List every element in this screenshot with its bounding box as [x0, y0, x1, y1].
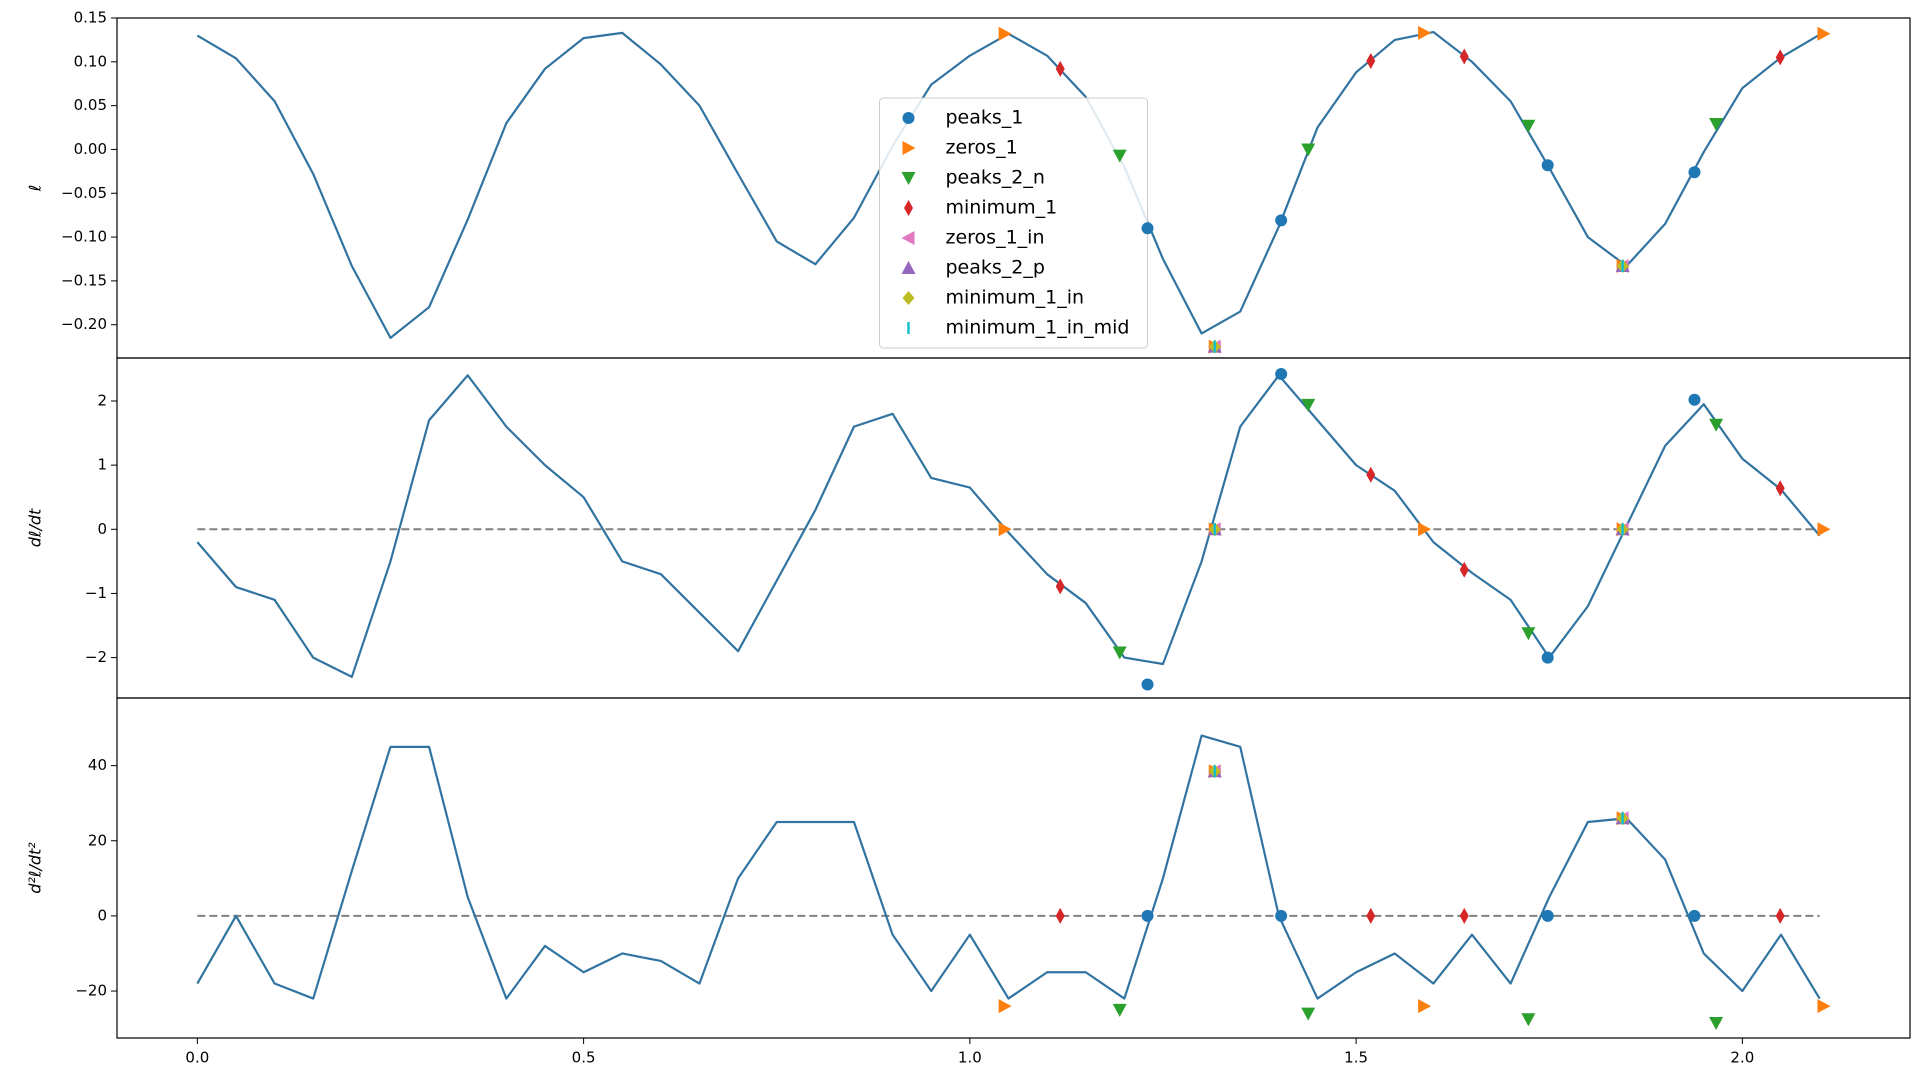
marker [1141, 678, 1154, 691]
marker [1141, 909, 1154, 922]
y-tick-label: −2 [85, 648, 107, 666]
marker [1521, 1013, 1536, 1027]
marker [1459, 907, 1469, 924]
x-tick-label: 1.5 [1344, 1049, 1368, 1067]
marker [1709, 1016, 1724, 1030]
axes-frame [116, 697, 1911, 1039]
legend-marker [901, 231, 915, 245]
plot-area [196, 374, 1821, 678]
marker [998, 26, 1012, 41]
marker [1141, 222, 1154, 235]
y-tick-label: 0.10 [74, 52, 107, 70]
marker [1418, 25, 1432, 40]
marker [1688, 393, 1701, 406]
marker [1055, 60, 1065, 77]
marker [1055, 907, 1065, 924]
legend-label: peaks_2_p [946, 257, 1045, 279]
x-tick-label: 1.0 [958, 1049, 982, 1067]
legend-marker [901, 261, 916, 274]
marker [1709, 118, 1724, 132]
y-tick-label: −1 [85, 584, 107, 602]
marker [1688, 166, 1701, 179]
marker [1521, 627, 1536, 641]
y-tick-label: 2 [97, 391, 107, 409]
x-tick-label: 0.5 [572, 1049, 596, 1067]
marker [1418, 522, 1432, 537]
y-axis-label: dℓ/dt [26, 508, 45, 547]
legend-label: minimum_1 [946, 197, 1058, 219]
marker [1775, 480, 1785, 497]
panel: 0.15 0.10 0.05 0.00 −0.05 −0.10 −0.15 −0.20 ℓ pea… [26, 9, 1911, 359]
marker [1459, 561, 1469, 578]
marker [1541, 159, 1554, 172]
panel: −20 0 20 40 0.0 0.5 1.0 1.5 2.0 d²ℓ/dt² [26, 697, 1911, 1067]
plot-area [196, 734, 1821, 1000]
marker [1301, 398, 1316, 412]
legend-marker [902, 112, 915, 124]
marker [1366, 466, 1376, 483]
marker [1301, 143, 1316, 157]
marker [1709, 418, 1724, 432]
legend-label: zeros_1 [946, 137, 1018, 159]
y-tick-label: 0.15 [74, 9, 107, 27]
y-tick-label: −0.20 [61, 315, 107, 333]
marker [1817, 26, 1831, 41]
legend-label: minimum_1_in [946, 287, 1085, 309]
marker [1418, 999, 1432, 1014]
marker [1275, 909, 1288, 922]
x-tick-label: 0.0 [185, 1049, 209, 1067]
legend-box [879, 97, 1148, 349]
curve [196, 374, 1821, 678]
legend-marker [902, 141, 916, 155]
y-tick-label: −20 [75, 982, 107, 1000]
legend: peaks_1 zeros_1 peaks_2_n minimum_1 zeros_1_… [879, 97, 1148, 349]
legend-label: peaks_1 [946, 107, 1024, 129]
legend-marker [904, 200, 913, 216]
marker [1688, 909, 1701, 922]
y-tick-label: −0.05 [61, 184, 107, 202]
y-axis-label: d²ℓ/dt² [26, 842, 45, 894]
curve [196, 734, 1821, 1000]
x-tick-label: 2.0 [1730, 1049, 1754, 1067]
marker [1459, 48, 1469, 65]
legend-label: zeros_1_in [946, 227, 1045, 249]
marker [1775, 907, 1785, 924]
marker [1541, 651, 1554, 664]
y-tick-label: 0 [97, 906, 107, 924]
y-tick-label: −0.15 [61, 271, 107, 289]
y-tick-label: 0 [97, 520, 107, 538]
marker [1112, 646, 1127, 660]
marker [1275, 368, 1288, 381]
marker [998, 522, 1012, 537]
marker [1112, 1003, 1127, 1017]
y-tick-label: 20 [88, 831, 107, 849]
y-tick-label: 1 [97, 456, 107, 474]
legend-marker [901, 172, 916, 185]
y-tick-label: 0.05 [74, 96, 107, 114]
axes-frame [116, 357, 1911, 699]
legend-label: peaks_2_n [946, 167, 1045, 189]
marker [1366, 907, 1376, 924]
marker [1301, 1007, 1316, 1021]
marker [1817, 999, 1831, 1014]
y-axis-label: ℓ [26, 185, 45, 193]
y-tick-label: −0.10 [61, 228, 107, 246]
marker [998, 999, 1012, 1014]
marker [1112, 149, 1127, 163]
marker [1366, 52, 1376, 69]
marker [1275, 214, 1288, 227]
marker [1541, 909, 1554, 922]
marker [1521, 119, 1536, 133]
legend-marker [902, 291, 915, 305]
legend-label: minimum_1_in_mid [946, 317, 1130, 339]
marker [1055, 578, 1065, 595]
marker [1775, 49, 1785, 66]
y-tick-label: 0.00 [74, 140, 107, 158]
marker [1817, 522, 1831, 537]
y-tick-label: 40 [88, 756, 107, 774]
